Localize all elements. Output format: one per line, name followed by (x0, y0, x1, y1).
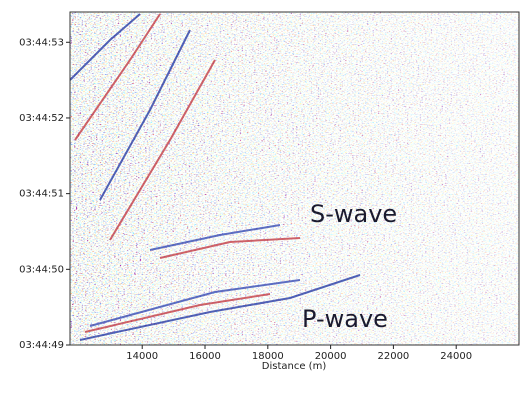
x-axis-label: Distance (m) (262, 361, 327, 372)
y-tick-label: 03:44:53 (19, 37, 64, 48)
y-tick-label: 03:44:50 (19, 264, 64, 275)
annotation: S-wave (310, 200, 397, 228)
annotation: P-wave (302, 305, 388, 333)
plot-frame (69, 11, 520, 346)
x-tick-label: 24000 (440, 351, 472, 362)
x-tick-label: 18000 (252, 351, 284, 362)
x-tick-label: 22000 (377, 351, 409, 362)
x-tick-label: 20000 (315, 351, 347, 362)
x-tick-label: 14000 (126, 351, 158, 362)
y-tick-label: 03:44:51 (19, 189, 64, 200)
seismic-image (70, 12, 519, 345)
y-tick-label: 03:44:49 (19, 340, 64, 351)
y-tick-label: 03:44:52 (19, 113, 64, 124)
x-tick-label: 16000 (189, 351, 221, 362)
